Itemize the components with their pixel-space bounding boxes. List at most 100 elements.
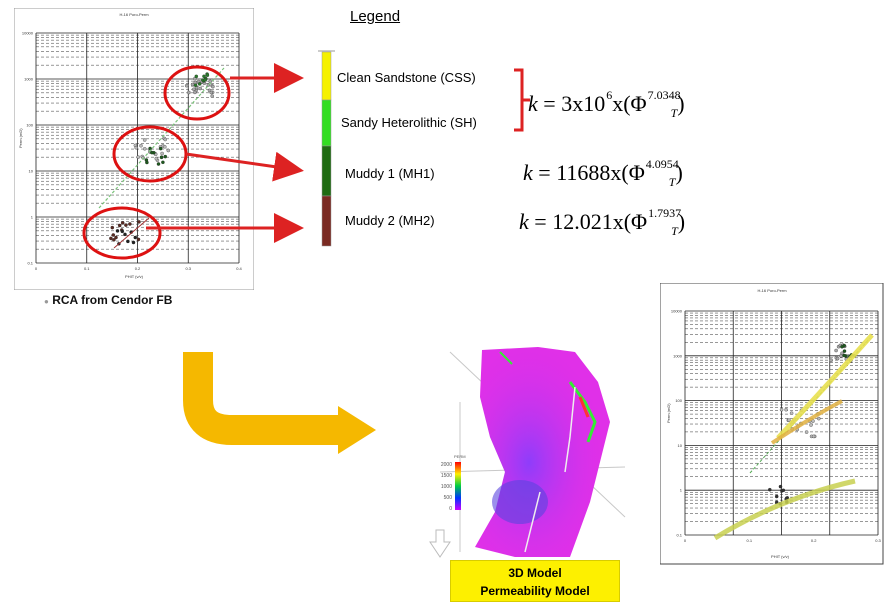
- y-tick-label: 1000: [24, 77, 34, 82]
- scatter-point: [120, 229, 125, 234]
- scatter-point: [840, 345, 844, 349]
- scatter-point: [787, 418, 791, 422]
- left-trend-line-mh2: [113, 217, 150, 249]
- scatter-point: [142, 138, 147, 142]
- scatter-point: [193, 90, 197, 95]
- y-tick-label: 1: [31, 215, 34, 220]
- legend-label-sh: Sandy Heterolithic (SH): [341, 115, 477, 130]
- scatter-point: [117, 223, 122, 228]
- eq3-lhs: k: [519, 209, 529, 234]
- right-chart-frame: [660, 283, 884, 565]
- scatter-point: [829, 358, 833, 363]
- scatter-point: [781, 488, 786, 493]
- scatter-point: [210, 94, 214, 98]
- y-tick-label: 10: [678, 443, 683, 448]
- legend-swatch-mh1: [321, 145, 332, 197]
- right-chart-grid: [684, 310, 879, 536]
- left-chart-yticks: 10000 1000 100 10 1 0.1: [22, 31, 34, 266]
- scatter-point: [207, 88, 212, 93]
- x-tick-label: 0: [35, 266, 38, 271]
- scatter-point: [779, 407, 784, 412]
- left-chart-xlabel: PHIT (v/v): [125, 274, 144, 279]
- eq1-rest: x(Φ: [612, 91, 647, 116]
- scatter-point: [134, 145, 138, 150]
- model-caption-line1: 3D Model: [508, 566, 562, 580]
- eq3-coef: 12.021x(Φ: [552, 209, 648, 234]
- scatter-point: [158, 146, 163, 151]
- eq3-close: ): [677, 209, 686, 234]
- orange-arrow-body: [183, 352, 340, 445]
- scatter-point: [842, 353, 846, 358]
- model-fault-white: [564, 386, 576, 473]
- rca-dot-icon: ●: [44, 297, 49, 306]
- y-tick-label: 1: [680, 488, 683, 493]
- scatter-point: [768, 487, 772, 492]
- scatter-point: [123, 232, 127, 237]
- model-colorbar-tick: 500: [444, 495, 453, 501]
- scatter-point: [817, 416, 821, 421]
- scatter-point: [139, 143, 143, 148]
- scatter-point: [150, 150, 154, 155]
- eq1-close: ): [677, 91, 685, 116]
- orange-arrow-head: [338, 406, 376, 454]
- highlight-circle-mh: [82, 206, 162, 260]
- x-tick-label: 0.1: [747, 538, 753, 543]
- x-tick-label: 0.3: [185, 266, 191, 271]
- eq2-coef: 11688x(Φ: [556, 160, 645, 185]
- scatter-point: [160, 151, 164, 156]
- scatter-point: [804, 430, 809, 434]
- y-tick-label: 1000: [673, 353, 683, 358]
- scatter-point: [811, 434, 816, 439]
- scatter-point: [110, 225, 115, 230]
- x-tick-label: 0: [684, 538, 687, 543]
- right-chart-yticks: 10000 1000 100 10 1 0.1: [671, 309, 683, 538]
- scatter-point: [163, 154, 168, 159]
- y-tick-label: 100: [675, 398, 682, 403]
- scatter-point: [154, 156, 159, 161]
- scatter-point: [126, 239, 130, 244]
- y-tick-label: 10000: [22, 31, 34, 36]
- scatter-point: [784, 407, 788, 412]
- fit-curve-css: [776, 333, 874, 440]
- scatter-point: [187, 90, 191, 95]
- right-chart-title: H-16 Poro-Perm: [757, 288, 787, 293]
- eq1-lhs: k: [528, 91, 538, 116]
- scatter-point: [156, 162, 161, 166]
- scatter-point: [192, 87, 196, 92]
- x-tick-label: 0.2: [135, 266, 141, 271]
- left-chart-title: H-16 Poro-Perm: [119, 12, 149, 17]
- scatter-point: [128, 222, 132, 226]
- eq3-exp: 1.7937: [648, 206, 682, 220]
- eq2-exp: 4.0954: [645, 157, 679, 171]
- model-colorbar-tick: 0: [449, 506, 452, 512]
- scatter-point: [109, 236, 113, 241]
- scatter-point: [842, 349, 847, 353]
- x-tick-label: 0.1: [84, 266, 90, 271]
- scatter-point: [137, 220, 141, 224]
- model-fault-white-2: [524, 491, 541, 553]
- model-low-perm-zone: [475, 347, 610, 557]
- scatter-point: [205, 73, 210, 77]
- scatter-point: [136, 155, 140, 159]
- scatter-point: [120, 221, 125, 225]
- left-chart-xticks: 0 0.1 0.2 0.3 0.4: [35, 266, 243, 271]
- left-chart-ylabel: Perm (mD): [18, 128, 23, 148]
- 3d-permeability-model: PERM 2000 1500 1000 500 0: [429, 347, 626, 558]
- scatter-point: [778, 484, 783, 489]
- model-caption-box: 3D Model Permeability Model: [450, 560, 620, 602]
- legend-swatch-sh: [321, 99, 332, 147]
- model-caption-line2: Permeability Model: [480, 584, 590, 598]
- model-blue-patch: [492, 480, 548, 524]
- scatter-point: [835, 356, 840, 361]
- right-chart-ylabel: Perm (mD): [666, 403, 671, 423]
- scatter-point: [163, 137, 167, 142]
- right-chart-xlabel: PHIT (v/v): [771, 554, 790, 559]
- legend-label-mh1: Muddy 1 (MH1): [345, 166, 435, 181]
- scatter-point: [142, 147, 147, 151]
- scatter-point: [197, 82, 202, 86]
- model-fault-green: [568, 381, 597, 443]
- scatter-point: [163, 145, 167, 149]
- scatter-point: [133, 235, 138, 240]
- scatter-point: [112, 238, 116, 242]
